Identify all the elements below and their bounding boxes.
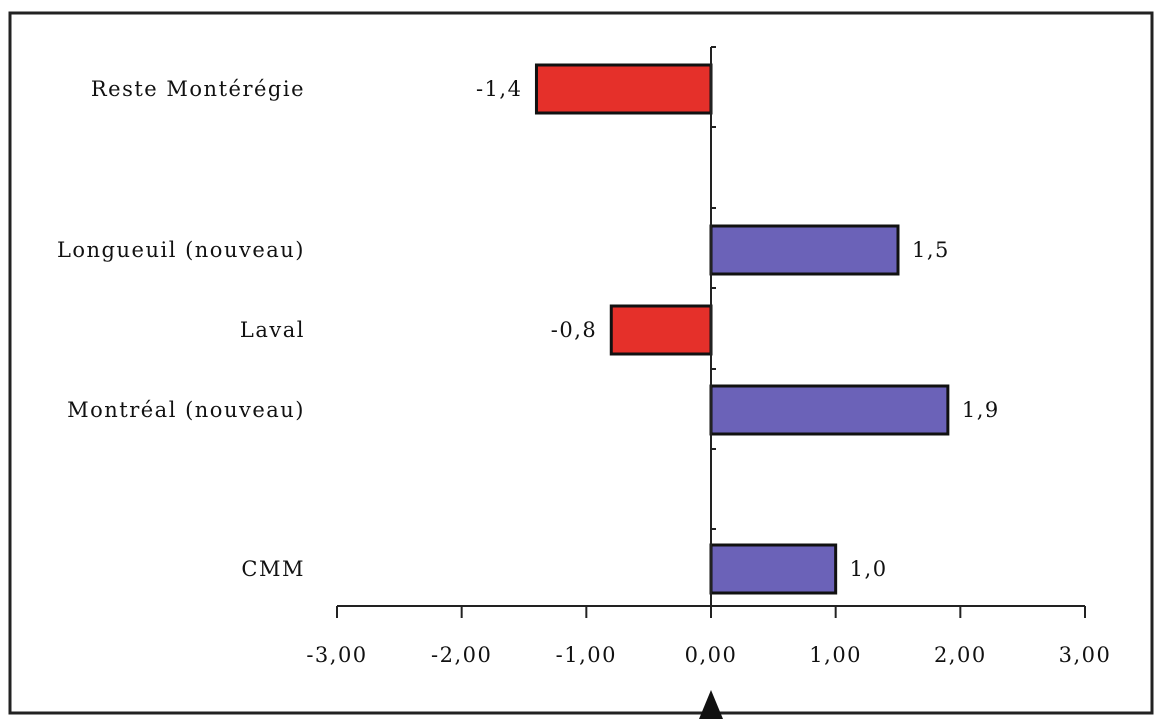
x-tick-label-5: 2,00 — [934, 643, 987, 667]
data-label-3: 1,9 — [962, 398, 1000, 422]
category-label-4: CMM — [241, 557, 305, 581]
bar-4 — [709, 543, 838, 595]
category-label-2: Laval — [240, 318, 305, 342]
x-tick-label-6: 3,00 — [1059, 643, 1112, 667]
chart-frame — [8, 11, 1154, 715]
bar-1 — [709, 224, 900, 276]
data-label-0: -1,4 — [476, 77, 523, 101]
category-label-0: Reste Montérégie — [91, 77, 305, 101]
x-tick-label-1: -2,00 — [431, 643, 492, 667]
data-label-1: 1,5 — [912, 238, 950, 262]
data-label-4: 1,0 — [850, 557, 888, 581]
category-label-3: Montréal (nouveau) — [67, 398, 305, 422]
bars-layer — [534, 63, 950, 595]
x-tick-label-0: -3,00 — [306, 643, 367, 667]
bar-2 — [609, 304, 713, 356]
category-label-1: Longueuil (nouveau) — [57, 238, 305, 262]
labels-layer: -1,4 Reste Montérégie 1,5 Longueuil (nouvea… — [57, 77, 1112, 667]
bar-3 — [709, 384, 950, 436]
x-tick-label-4: 1,00 — [809, 643, 862, 667]
data-label-2: -0,8 — [551, 318, 598, 342]
x-tick-label-2: -1,00 — [556, 643, 617, 667]
zero-pointer-arrow — [699, 690, 723, 719]
x-tick-label-3: 0,00 — [685, 643, 738, 667]
axis-layer — [336, 46, 1086, 719]
bar-0 — [534, 63, 713, 115]
